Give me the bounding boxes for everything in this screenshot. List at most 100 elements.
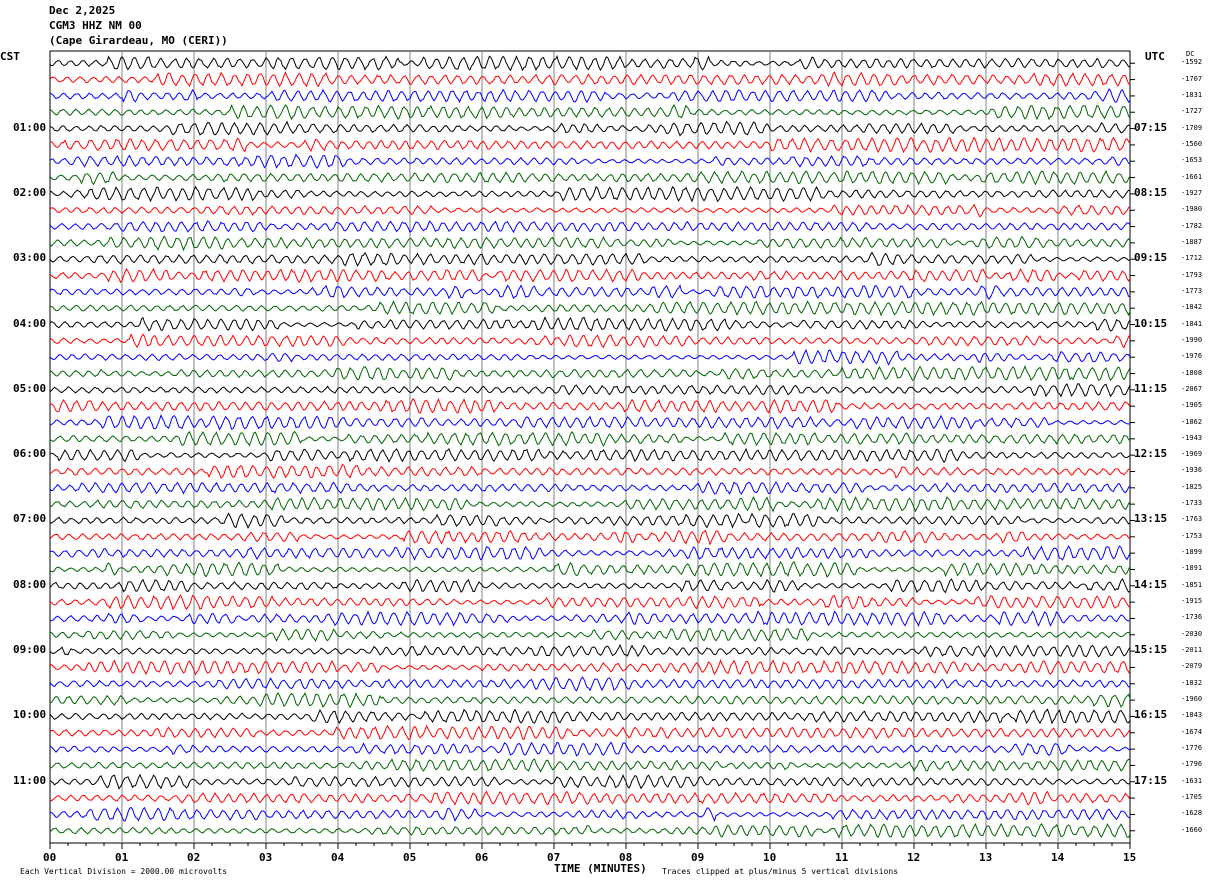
- seismic-trace-44: [49, 758, 1131, 773]
- dc-offset-value: -1709: [1181, 123, 1203, 132]
- left-hour-label: 08:00: [13, 577, 47, 591]
- seismic-trace-5: [49, 120, 1131, 137]
- dc-offset-value: -1661: [1181, 172, 1203, 181]
- seismic-trace-19: [49, 348, 1131, 366]
- seismic-trace-43: [49, 741, 1131, 757]
- dc-offset-header: DC: [1186, 50, 1195, 58]
- left-hour-label: 03:00: [13, 251, 47, 265]
- dc-offset-value: -1832: [1181, 678, 1203, 687]
- dc-offset-value: -1899: [1181, 548, 1203, 557]
- left-hour-label: 05:00: [13, 381, 47, 395]
- seismic-trace-15: [49, 284, 1131, 301]
- dc-offset-value: -1980: [1181, 205, 1203, 214]
- dc-offset-value: -1660: [1181, 825, 1203, 834]
- x-tick-label: 08: [619, 851, 633, 864]
- scale-note: Each Vertical Division = 2000.00 microvo…: [20, 867, 228, 876]
- dc-offset-value: -1808: [1181, 368, 1203, 377]
- seismic-trace-35: [49, 610, 1130, 628]
- seismic-trace-17: [49, 316, 1131, 332]
- seismic-trace-1: [49, 55, 1131, 72]
- left-hour-label: 09:00: [13, 643, 47, 657]
- dc-offset-value: -1674: [1181, 727, 1203, 736]
- dc-offset-value: -1891: [1181, 564, 1203, 573]
- helicorder-date: Dec 2,2025: [49, 4, 116, 17]
- dc-offset-value: -2030: [1181, 629, 1203, 638]
- dc-offset-value: -1831: [1181, 90, 1203, 99]
- dc-offset-value: -1843: [1181, 711, 1203, 720]
- seismic-trace-24: [49, 430, 1131, 447]
- x-tick-label: 04: [331, 851, 345, 864]
- x-tick-label: 06: [475, 851, 489, 864]
- dc-offset-value: -1782: [1181, 221, 1203, 230]
- x-tick-label: 02: [187, 851, 201, 864]
- seismic-trace-28: [49, 495, 1131, 513]
- seismic-trace-38: [49, 659, 1131, 676]
- dc-offset-value: -1887: [1181, 237, 1203, 246]
- x-tick-label: 03: [259, 851, 273, 864]
- seismic-trace-7: [49, 153, 1131, 169]
- left-hour-label: 01:00: [13, 120, 47, 134]
- dc-offset-value: -1796: [1181, 760, 1203, 769]
- dc-offset-value: -1628: [1181, 809, 1203, 818]
- plot-frame: [49, 50, 1131, 844]
- x-tick-label: 01: [115, 851, 129, 864]
- seismic-trace-26: [49, 463, 1131, 480]
- x-tick-label: 12: [907, 851, 921, 864]
- left-hour-label: 10:00: [13, 708, 47, 722]
- seismic-trace-22: [49, 397, 1131, 414]
- x-tick-label: 09: [691, 851, 705, 864]
- seismic-trace-40: [49, 691, 1131, 709]
- dc-offset-value: -1712: [1181, 254, 1203, 263]
- right-hour-label: 09:15: [1134, 251, 1168, 265]
- seismic-trace-46: [49, 790, 1131, 806]
- dc-offset-value: -1707: [1181, 74, 1203, 83]
- dc-offset-value: -1990: [1181, 335, 1203, 344]
- dc-offset-value: -1776: [1181, 744, 1203, 753]
- x-tick-label: 13: [979, 851, 993, 864]
- dc-offset-value: -1960: [1181, 695, 1203, 704]
- dc-offset-value: -1560: [1181, 139, 1203, 148]
- dc-offset-value: -1862: [1181, 417, 1203, 426]
- dc-offset-value: -2067: [1181, 384, 1203, 393]
- right-hour-label: 14:15: [1134, 577, 1168, 591]
- left-hour-label: 11:00: [13, 773, 47, 787]
- dc-offset-value: -1705: [1181, 793, 1203, 802]
- helicorder-location: (Cape Girardeau, MO (CERI)): [49, 34, 228, 47]
- x-tick-label: 07: [547, 851, 561, 864]
- seismic-trace-2: [49, 71, 1131, 88]
- right-hour-label: 13:15: [1134, 512, 1168, 526]
- seismic-trace-11: [49, 220, 1131, 234]
- seismic-trace-12: [49, 235, 1131, 252]
- seismic-trace-16: [49, 300, 1131, 317]
- dc-offset-value: -1653: [1181, 156, 1203, 165]
- seismic-trace-13: [49, 251, 1131, 268]
- seismic-trace-31: [49, 545, 1131, 561]
- dc-offset-value: -1905: [1181, 401, 1203, 410]
- seismic-trace-32: [49, 560, 1131, 579]
- dc-offset-value: -1851: [1181, 580, 1203, 589]
- clip-note: Traces clipped at plus/minus 5 vertical …: [662, 867, 899, 876]
- dc-offset-value: -1736: [1181, 613, 1203, 622]
- right-hour-label: 16:15: [1134, 708, 1168, 722]
- seismic-trace-9: [49, 185, 1131, 203]
- seismic-trace-8: [49, 169, 1131, 186]
- seismic-trace-27: [49, 480, 1131, 495]
- dc-offset-value: -1976: [1181, 352, 1203, 361]
- seismic-trace-18: [49, 333, 1131, 349]
- dc-offset-value: -1927: [1181, 188, 1203, 197]
- dc-offset-value: -2011: [1181, 646, 1203, 655]
- dc-offset-value: -1733: [1181, 499, 1203, 508]
- dc-offset-value: -1915: [1181, 597, 1203, 606]
- left-hour-label: 04:00: [13, 316, 47, 330]
- seismic-trace-34: [49, 594, 1131, 611]
- x-axis-label: TIME (MINUTES): [554, 862, 647, 875]
- x-tick-label: 14: [1051, 851, 1065, 864]
- seismic-trace-33: [49, 577, 1131, 594]
- seismic-trace-4: [49, 103, 1131, 121]
- seismic-trace-47: [49, 806, 1131, 823]
- x-tick-label: 15: [1123, 851, 1137, 864]
- dc-offset-value: -1842: [1181, 303, 1203, 312]
- x-tick-label: 10: [763, 851, 777, 864]
- seismic-trace-42: [49, 724, 1131, 741]
